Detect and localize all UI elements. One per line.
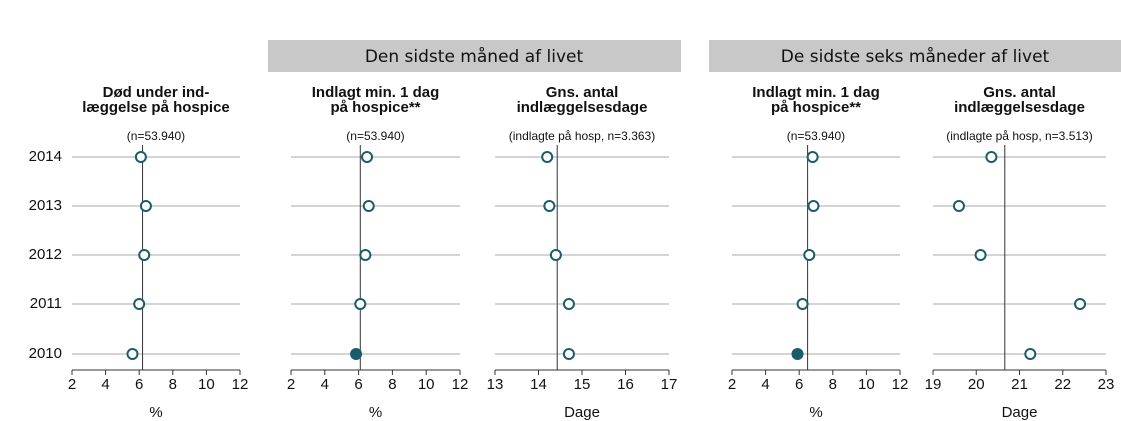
x-tick-label: 10 <box>198 376 215 393</box>
dot <box>126 348 139 360</box>
dot <box>952 200 965 212</box>
panel-subtitle: (n=53.940) <box>127 129 185 143</box>
y-tick-label: 2010 <box>29 345 62 362</box>
dot <box>806 151 819 163</box>
y-tick-label: 2012 <box>29 246 62 263</box>
x-tick-label: 14 <box>530 376 547 393</box>
group-header-box <box>268 40 681 72</box>
dot <box>803 249 816 261</box>
x-axis-label: Dage <box>1002 404 1038 421</box>
panel-title: indlæggelsesdage <box>517 99 648 116</box>
dot <box>807 200 820 212</box>
panel-title: indlæggelsesdage <box>954 99 1085 116</box>
dot <box>791 348 804 360</box>
panel-title: Gns. antal <box>983 84 1056 101</box>
dot <box>541 151 554 163</box>
panel-subtitle: (indlagte på hosp, n=3.363) <box>509 129 655 143</box>
x-tick-label: 19 <box>925 376 942 393</box>
dot <box>139 200 152 212</box>
x-tick-label: 12 <box>232 376 249 393</box>
x-tick-label: 10 <box>418 376 435 393</box>
dot <box>562 298 575 310</box>
x-tick-label: 20 <box>968 376 985 393</box>
dot <box>543 200 556 212</box>
dot <box>796 298 809 310</box>
x-tick-label: 2 <box>287 376 295 393</box>
dot <box>562 348 575 360</box>
x-tick-label: 6 <box>354 376 362 393</box>
panel-subtitle: (n=53.940) <box>787 129 845 143</box>
x-tick-label: 4 <box>321 376 329 393</box>
dot <box>350 348 363 360</box>
x-axis-label: % <box>369 404 382 421</box>
dot <box>549 249 562 261</box>
x-tick-label: 22 <box>1054 376 1071 393</box>
group-header: Den sidste måned af livet <box>365 46 584 67</box>
dot <box>359 249 372 261</box>
x-tick-label: 8 <box>388 376 396 393</box>
x-axis-label: % <box>809 404 822 421</box>
dot <box>361 151 374 163</box>
panel-title: læggelse på hospice <box>82 99 230 116</box>
x-tick-label: 21 <box>1011 376 1028 393</box>
x-axis-label: % <box>149 404 162 421</box>
panel-title: Indlagt min. 1 dag <box>312 84 440 101</box>
x-axis-label: Dage <box>564 404 600 421</box>
dot <box>974 249 987 261</box>
dot <box>134 151 147 163</box>
panel-title: på hospice** <box>771 99 861 116</box>
x-tick-label: 6 <box>135 376 143 393</box>
dot <box>985 151 998 163</box>
x-tick-label: 10 <box>858 376 875 393</box>
x-tick-label: 4 <box>761 376 769 393</box>
x-tick-label: 23 <box>1098 376 1115 393</box>
x-tick-label: 12 <box>892 376 909 393</box>
dot <box>362 200 375 212</box>
x-tick-label: 2 <box>728 376 736 393</box>
dot <box>133 298 146 310</box>
dot <box>1024 348 1037 360</box>
group-header: De sidste seks måneder af livet <box>781 46 1050 67</box>
y-tick-label: 2014 <box>29 148 62 165</box>
x-tick-label: 8 <box>829 376 837 393</box>
x-tick-label: 16 <box>617 376 634 393</box>
x-tick-label: 2 <box>68 376 76 393</box>
panel-title: på hospice** <box>330 99 420 116</box>
y-tick-label: 2011 <box>30 295 62 312</box>
dot <box>138 249 151 261</box>
x-tick-label: 17 <box>661 376 678 393</box>
panel-title: Indlagt min. 1 dag <box>752 84 880 101</box>
dot <box>354 298 367 310</box>
y-tick-label: 2013 <box>29 197 62 214</box>
x-tick-label: 8 <box>169 376 177 393</box>
group-header-box <box>709 40 1121 72</box>
panel-title: Død under ind- <box>103 84 210 101</box>
panel-subtitle: (n=53.940) <box>346 129 404 143</box>
panel-subtitle: (indlagte på hosp, n=3.513) <box>946 129 1092 143</box>
dot <box>1074 298 1087 310</box>
x-tick-label: 12 <box>452 376 469 393</box>
x-tick-label: 13 <box>487 376 504 393</box>
x-tick-label: 4 <box>101 376 109 393</box>
x-tick-label: 6 <box>795 376 803 393</box>
panel-title: Gns. antal <box>546 84 619 101</box>
x-tick-label: 15 <box>574 376 591 393</box>
